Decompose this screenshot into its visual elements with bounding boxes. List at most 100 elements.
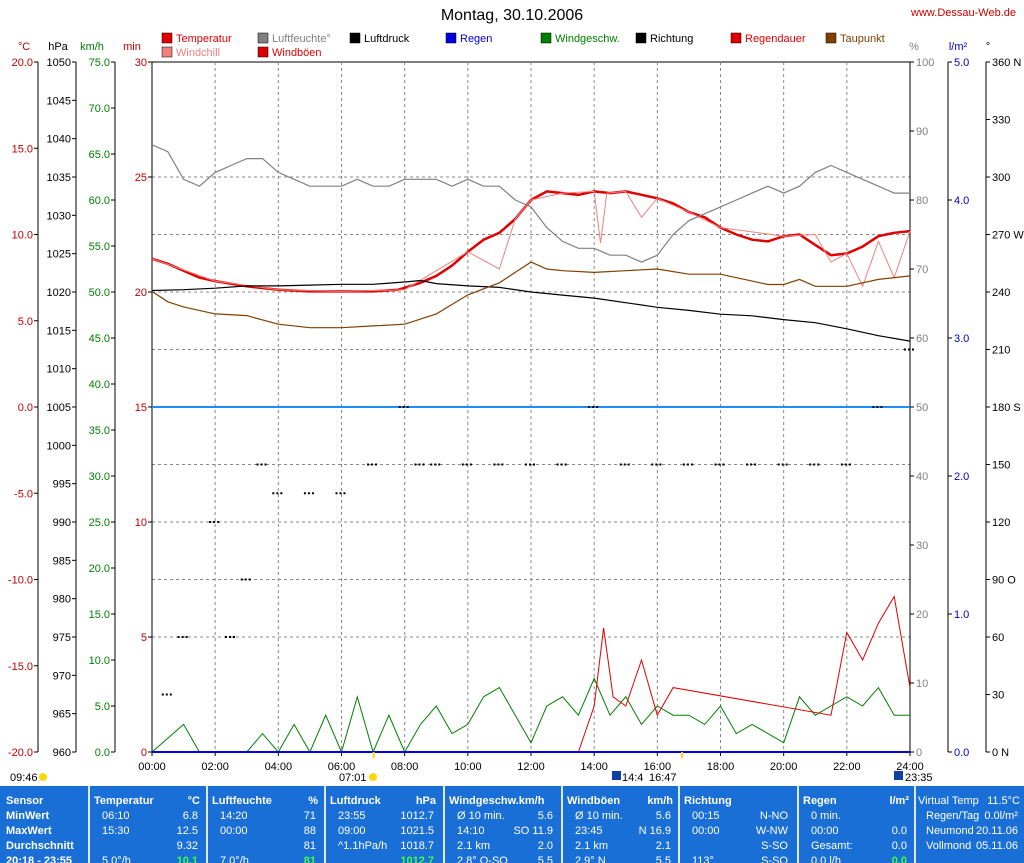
column-separator	[206, 786, 208, 863]
column-unit: %	[308, 795, 318, 807]
table-row: 06:10 6.8	[94, 809, 204, 824]
column-title: Richtung	[684, 795, 732, 807]
cell-label: 00:00	[220, 825, 248, 837]
cell-value: 11.5°C	[987, 795, 1020, 807]
pressure-axis-tick-label: 985	[53, 555, 71, 567]
column-unit: km/h	[647, 795, 673, 807]
direction-axis-tick-label: 240	[992, 287, 1010, 299]
column-title: Regen	[803, 795, 837, 807]
legend-label: Regen	[460, 33, 492, 45]
humidity-axis-tick-label: 80	[916, 195, 928, 207]
legend-label: Windgeschw.	[555, 33, 620, 45]
column-title: Temperatur	[94, 795, 154, 807]
humidity-axis-tick-label: 40	[916, 471, 928, 483]
time-tick-label: 20:00	[770, 761, 798, 773]
column-unit: °C	[187, 795, 200, 807]
column-header: Windböen km/h	[567, 794, 677, 809]
cell-label: 00:15	[692, 810, 720, 822]
pressure-axis-tick-label: 990	[53, 517, 71, 529]
cell-value: 81	[303, 855, 316, 863]
time-tick-label: 16:00	[644, 761, 672, 773]
wind-axis-tick-label: 15.0	[89, 609, 110, 621]
wind-axis-tick-label: 65.0	[89, 149, 110, 161]
cell-label: 5.0°/h	[102, 855, 131, 863]
cell-value: W-NW	[755, 825, 788, 837]
cell-value: 0.0	[891, 855, 907, 863]
pressure-axis-tick-label: 995	[53, 479, 71, 491]
table-row: 113° S-SO	[684, 854, 794, 863]
legend-swatch	[257, 32, 269, 44]
pressure-axis-tick-label: 1035	[47, 172, 71, 184]
sunset-label: 16:47	[649, 772, 677, 784]
table-row: 2.8° O-SO 5.5	[449, 854, 559, 863]
direction-axis-tick-label: 330	[992, 115, 1010, 127]
cell-label: Virtual Temp	[918, 795, 979, 807]
humidity-axis-tick-label: 100	[916, 57, 934, 69]
wind-axis-tick-label: 30.0	[89, 471, 110, 483]
rain-axis-tick-label: 2.0	[954, 471, 969, 483]
cell-value: 1018.7	[400, 840, 434, 852]
wind-axis-tick-label: 55.0	[89, 241, 110, 253]
plot-area	[151, 144, 916, 754]
pressure-axis-tick-label: 1015	[47, 325, 71, 337]
direction-axis-tick-label: 360 N	[992, 57, 1021, 69]
table-column: Regen l/m² 0 min. 00:00 0.0 Gesamt: 0.0 0.0 l/h…	[803, 786, 913, 863]
cell-label: 23:55	[338, 810, 366, 822]
row-label-avg: Durchschnitt	[6, 840, 74, 852]
legend-swatch	[540, 32, 552, 44]
humidity-axis-unit: %	[909, 41, 919, 53]
row-label-sensor: Sensor	[6, 795, 44, 807]
wind-axis-tick-label: 40.0	[89, 379, 110, 391]
rain-axis-unit: l/m²	[949, 41, 968, 53]
direction-axis-tick-label: 120	[992, 517, 1010, 529]
table-row: ^1.1hPa/h 1018.7	[330, 839, 440, 854]
wind-axis-tick-label: 50.0	[89, 287, 110, 299]
pressure-axis-tick-label: 1000	[47, 440, 71, 452]
cell-value: 81	[303, 840, 316, 852]
cell-value: 20.11.06	[975, 825, 1018, 837]
table-row: 0.0 l/h 0.0	[803, 854, 913, 863]
table-row: Ø 10 min. 5.6	[567, 809, 677, 824]
humidity-axis-tick-label: 50	[916, 402, 928, 414]
table-row: 00:00 88	[212, 824, 322, 839]
wind-axis-tick-label: 75.0	[89, 57, 110, 69]
cell-value: 1021.5	[400, 825, 434, 837]
legend-swatch	[161, 32, 173, 44]
min-axis-tick-label: 30	[135, 57, 147, 69]
temp-axis-unit: °C	[18, 41, 30, 53]
cell-value: S-SO	[761, 840, 788, 852]
moon-time-label: 23:35	[905, 772, 933, 784]
column-separator	[443, 786, 445, 863]
direction-axis-unit: °	[986, 41, 990, 53]
site-link[interactable]: www.Dessau-Web.de	[910, 7, 1016, 19]
cell-value: S-SO	[761, 855, 788, 863]
column-header: Windgeschw.km/h	[449, 794, 559, 809]
summary-table: Sensor MinWert MaxWert Durchschnitt 20:1…	[0, 786, 1024, 863]
legend-swatch	[445, 32, 457, 44]
direction-axis-tick-label: 270 W	[992, 230, 1024, 242]
cell-label: 0 min.	[811, 810, 841, 822]
pressure-axis-tick-label: 970	[53, 670, 71, 682]
sun-icon	[369, 773, 377, 781]
pressure-axis-tick-label: 1010	[47, 364, 71, 376]
column-title: Windböen	[567, 795, 621, 807]
rain-axis-tick-label: 4.0	[954, 195, 969, 207]
pressure-axis-tick-label: 980	[53, 594, 71, 606]
wind-axis-tick-label: 20.0	[89, 563, 110, 575]
table-column: Richtung 00:15 N-NO 00:00 W-NW S-SO 113° S-SO	[684, 786, 794, 863]
time-tick-label: 04:00	[265, 761, 293, 773]
legend-label: Temperatur	[176, 33, 232, 45]
table-row: 00:15 N-NO	[684, 809, 794, 824]
series-windb-en-line	[577, 595, 911, 753]
row-label-period: 20:18 - 23:55	[6, 855, 73, 863]
table-row: 15:30 12.5	[94, 824, 204, 839]
cell-value: 6.8	[182, 810, 198, 822]
row-label-column: Sensor MinWert MaxWert Durchschnitt 20:1…	[6, 786, 88, 863]
cell-value: 0.0	[891, 840, 907, 852]
column-separator	[561, 786, 563, 863]
time-tick-label: 12:00	[517, 761, 545, 773]
rain-axis-tick-label: 0.0	[954, 747, 969, 759]
legend-label: Regendauer	[745, 33, 806, 45]
cell-label: 2.1 km	[457, 840, 491, 852]
cell-value: 5.6	[537, 810, 553, 822]
